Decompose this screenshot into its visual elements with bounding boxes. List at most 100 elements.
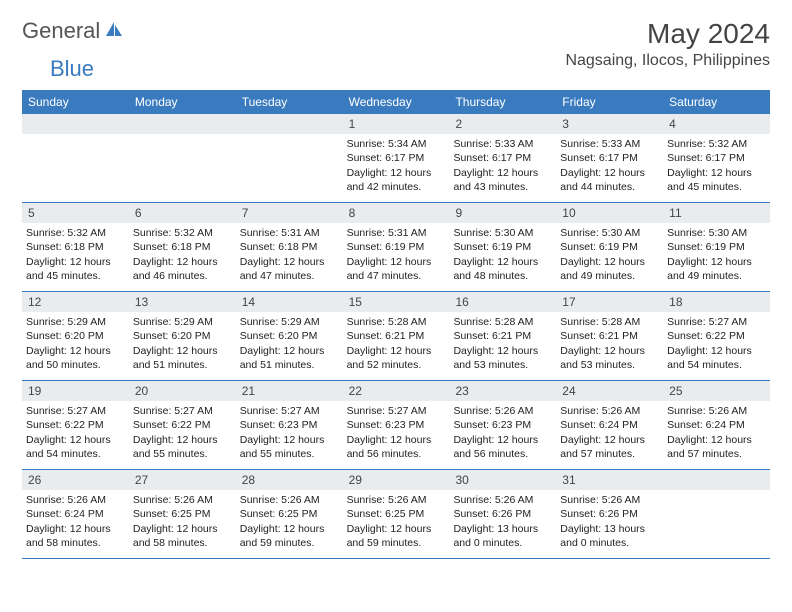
- day-cell: 17Sunrise: 5:28 AMSunset: 6:21 PMDayligh…: [556, 292, 663, 380]
- day-info-line: Sunset: 6:20 PM: [133, 329, 232, 343]
- day-info-line: Sunset: 6:21 PM: [560, 329, 659, 343]
- day-cell: 26Sunrise: 5:26 AMSunset: 6:24 PMDayligh…: [22, 470, 129, 558]
- day-info-line: Sunrise: 5:28 AM: [453, 315, 552, 329]
- day-number: 28: [236, 470, 343, 490]
- day-info-line: Sunrise: 5:30 AM: [560, 226, 659, 240]
- day-number: 30: [449, 470, 556, 490]
- day-content: Sunrise: 5:26 AMSunset: 6:25 PMDaylight:…: [129, 490, 236, 554]
- day-cell: 11Sunrise: 5:30 AMSunset: 6:19 PMDayligh…: [663, 203, 770, 291]
- day-info-line: Sunrise: 5:32 AM: [26, 226, 125, 240]
- day-number: 10: [556, 203, 663, 223]
- day-cell: 23Sunrise: 5:26 AMSunset: 6:23 PMDayligh…: [449, 381, 556, 469]
- day-info-line: Daylight: 12 hours and 54 minutes.: [667, 344, 766, 372]
- day-cell: 4Sunrise: 5:32 AMSunset: 6:17 PMDaylight…: [663, 114, 770, 202]
- logo-text-general: General: [22, 18, 100, 44]
- day-number: 7: [236, 203, 343, 223]
- day-content: Sunrise: 5:33 AMSunset: 6:17 PMDaylight:…: [556, 134, 663, 198]
- day-cell: [663, 470, 770, 558]
- day-info-line: Sunrise: 5:26 AM: [133, 493, 232, 507]
- day-content: Sunrise: 5:29 AMSunset: 6:20 PMDaylight:…: [129, 312, 236, 376]
- day-info-line: Daylight: 12 hours and 51 minutes.: [240, 344, 339, 372]
- day-number: 14: [236, 292, 343, 312]
- day-content: Sunrise: 5:26 AMSunset: 6:25 PMDaylight:…: [343, 490, 450, 554]
- week-row: 5Sunrise: 5:32 AMSunset: 6:18 PMDaylight…: [22, 203, 770, 292]
- day-cell: 8Sunrise: 5:31 AMSunset: 6:19 PMDaylight…: [343, 203, 450, 291]
- day-info-line: Sunset: 6:24 PM: [560, 418, 659, 432]
- day-content: Sunrise: 5:28 AMSunset: 6:21 PMDaylight:…: [449, 312, 556, 376]
- day-info-line: Sunrise: 5:32 AM: [667, 137, 766, 151]
- day-number: [663, 470, 770, 490]
- day-info-line: Sunrise: 5:26 AM: [560, 404, 659, 418]
- day-info-line: Daylight: 12 hours and 56 minutes.: [347, 433, 446, 461]
- calendar: SundayMondayTuesdayWednesdayThursdayFrid…: [22, 90, 770, 559]
- day-content: Sunrise: 5:27 AMSunset: 6:23 PMDaylight:…: [343, 401, 450, 465]
- day-content: Sunrise: 5:32 AMSunset: 6:17 PMDaylight:…: [663, 134, 770, 198]
- day-cell: 21Sunrise: 5:27 AMSunset: 6:23 PMDayligh…: [236, 381, 343, 469]
- weeks-container: 1Sunrise: 5:34 AMSunset: 6:17 PMDaylight…: [22, 114, 770, 559]
- day-header: Saturday: [663, 90, 770, 114]
- day-info-line: Daylight: 12 hours and 54 minutes.: [26, 433, 125, 461]
- day-info-line: Daylight: 12 hours and 59 minutes.: [240, 522, 339, 550]
- day-info-line: Daylight: 12 hours and 53 minutes.: [560, 344, 659, 372]
- day-cell: [129, 114, 236, 202]
- day-number: 4: [663, 114, 770, 134]
- day-cell: 24Sunrise: 5:26 AMSunset: 6:24 PMDayligh…: [556, 381, 663, 469]
- day-info-line: Sunset: 6:18 PM: [133, 240, 232, 254]
- day-header: Wednesday: [343, 90, 450, 114]
- day-info-line: Sunrise: 5:26 AM: [560, 493, 659, 507]
- day-info-line: Sunset: 6:17 PM: [667, 151, 766, 165]
- day-cell: 6Sunrise: 5:32 AMSunset: 6:18 PMDaylight…: [129, 203, 236, 291]
- day-content: [22, 134, 129, 141]
- day-info-line: Daylight: 12 hours and 52 minutes.: [347, 344, 446, 372]
- day-content: Sunrise: 5:28 AMSunset: 6:21 PMDaylight:…: [343, 312, 450, 376]
- day-info-line: Daylight: 13 hours and 0 minutes.: [560, 522, 659, 550]
- day-info-line: Sunrise: 5:27 AM: [347, 404, 446, 418]
- day-cell: 19Sunrise: 5:27 AMSunset: 6:22 PMDayligh…: [22, 381, 129, 469]
- day-number: 21: [236, 381, 343, 401]
- day-info-line: Daylight: 12 hours and 50 minutes.: [26, 344, 125, 372]
- day-info-line: Daylight: 12 hours and 57 minutes.: [560, 433, 659, 461]
- day-info-line: Sunset: 6:23 PM: [347, 418, 446, 432]
- logo-text-blue: Blue: [50, 56, 94, 82]
- day-info-line: Sunrise: 5:33 AM: [560, 137, 659, 151]
- day-info-line: Sunset: 6:22 PM: [667, 329, 766, 343]
- day-info-line: Sunset: 6:24 PM: [26, 507, 125, 521]
- day-number: 20: [129, 381, 236, 401]
- day-content: Sunrise: 5:26 AMSunset: 6:26 PMDaylight:…: [556, 490, 663, 554]
- day-number: 26: [22, 470, 129, 490]
- day-cell: 30Sunrise: 5:26 AMSunset: 6:26 PMDayligh…: [449, 470, 556, 558]
- day-info-line: Daylight: 12 hours and 49 minutes.: [667, 255, 766, 283]
- day-cell: 16Sunrise: 5:28 AMSunset: 6:21 PMDayligh…: [449, 292, 556, 380]
- day-content: Sunrise: 5:26 AMSunset: 6:24 PMDaylight:…: [22, 490, 129, 554]
- week-row: 19Sunrise: 5:27 AMSunset: 6:22 PMDayligh…: [22, 381, 770, 470]
- day-number: [22, 114, 129, 134]
- day-info-line: Daylight: 12 hours and 47 minutes.: [240, 255, 339, 283]
- day-number: 31: [556, 470, 663, 490]
- day-info-line: Sunset: 6:22 PM: [26, 418, 125, 432]
- day-info-line: Sunrise: 5:26 AM: [453, 404, 552, 418]
- day-info-line: Sunset: 6:19 PM: [453, 240, 552, 254]
- day-info-line: Sunrise: 5:33 AM: [453, 137, 552, 151]
- day-info-line: Sunset: 6:19 PM: [667, 240, 766, 254]
- day-info-line: Sunrise: 5:31 AM: [347, 226, 446, 240]
- day-cell: [22, 114, 129, 202]
- day-cell: 28Sunrise: 5:26 AMSunset: 6:25 PMDayligh…: [236, 470, 343, 558]
- day-cell: 13Sunrise: 5:29 AMSunset: 6:20 PMDayligh…: [129, 292, 236, 380]
- day-content: Sunrise: 5:26 AMSunset: 6:26 PMDaylight:…: [449, 490, 556, 554]
- day-header: Thursday: [449, 90, 556, 114]
- day-cell: 2Sunrise: 5:33 AMSunset: 6:17 PMDaylight…: [449, 114, 556, 202]
- day-cell: 9Sunrise: 5:30 AMSunset: 6:19 PMDaylight…: [449, 203, 556, 291]
- day-number: 27: [129, 470, 236, 490]
- day-info-line: Sunrise: 5:30 AM: [667, 226, 766, 240]
- day-info-line: Sunrise: 5:28 AM: [347, 315, 446, 329]
- day-info-line: Sunrise: 5:28 AM: [560, 315, 659, 329]
- day-info-line: Sunrise: 5:26 AM: [347, 493, 446, 507]
- day-number: 12: [22, 292, 129, 312]
- day-content: Sunrise: 5:28 AMSunset: 6:21 PMDaylight:…: [556, 312, 663, 376]
- day-info-line: Sunset: 6:20 PM: [240, 329, 339, 343]
- day-content: Sunrise: 5:30 AMSunset: 6:19 PMDaylight:…: [663, 223, 770, 287]
- day-number: 15: [343, 292, 450, 312]
- day-header: Friday: [556, 90, 663, 114]
- day-info-line: Daylight: 12 hours and 48 minutes.: [453, 255, 552, 283]
- day-info-line: Sunset: 6:18 PM: [240, 240, 339, 254]
